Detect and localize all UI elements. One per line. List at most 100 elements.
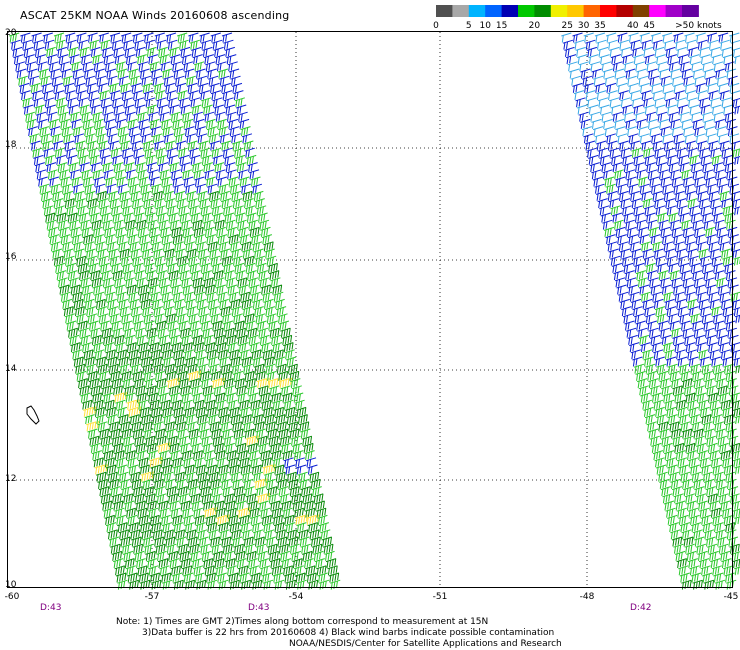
wind-barb [83, 126, 94, 137]
wind-barb [296, 579, 307, 590]
wind-barb [144, 39, 156, 50]
legend-tick-label: 40 [627, 21, 639, 31]
wind-barb [90, 46, 101, 57]
wind-barb [34, 46, 45, 57]
wind-barb [139, 579, 151, 590]
wind-barb [194, 118, 205, 129]
wind-barb [307, 579, 319, 590]
wind-barb [38, 68, 49, 79]
wind-barb [100, 39, 111, 50]
wind-barb [732, 148, 740, 158]
wind-barb [98, 32, 109, 43]
wind-barb [166, 90, 177, 101]
wind-barb [49, 68, 61, 79]
wind-barb [76, 90, 87, 101]
wind-barb [139, 126, 150, 137]
wind-barb [35, 54, 47, 65]
legend-tick-label: 0 [433, 21, 439, 31]
wind-barb [212, 97, 223, 108]
wind-barb [42, 90, 54, 101]
pass-time-1: D:43 [40, 603, 62, 613]
wind-barb [147, 111, 159, 122]
wind-barb [733, 357, 740, 367]
wind-barb [189, 97, 201, 108]
wind-barb [154, 32, 165, 43]
wind-barb [27, 126, 38, 137]
wind-barb [122, 39, 133, 50]
wind-barb [734, 465, 740, 475]
legend-tick-label: 20 [529, 21, 541, 31]
wind-speed-legend: 0 5 10 15 20 25 30 35 40 45 >50 knots [433, 5, 722, 31]
wind-barb [17, 75, 28, 86]
wind-barb [150, 579, 162, 590]
wind-barb [217, 68, 229, 79]
wind-barb [140, 133, 152, 144]
wind-barb [87, 90, 98, 101]
wind-barb [51, 133, 62, 144]
wind-barb [61, 126, 72, 137]
wind-barb [192, 54, 203, 65]
wind-barb [55, 97, 66, 108]
wind-barb [733, 256, 740, 266]
wind-barb [88, 39, 100, 50]
wind-barb [14, 61, 26, 72]
wind-barb [318, 579, 330, 590]
wind-barb [48, 118, 59, 129]
wind-barb [213, 46, 224, 57]
wind-barb [185, 75, 196, 86]
wind-barb [133, 97, 145, 108]
wind-barb [195, 579, 207, 590]
wind-barb [285, 579, 296, 590]
wind-barb [692, 579, 703, 590]
wind-barb [224, 46, 235, 57]
wind-barb [161, 68, 173, 79]
wind-barb [228, 68, 240, 79]
wind-barb [60, 68, 72, 79]
wind-barb [135, 104, 146, 115]
wind-barb [181, 54, 192, 65]
legend-swatch [518, 5, 535, 17]
wind-barb [124, 104, 135, 115]
wind-barb [93, 61, 104, 72]
wind-barb [91, 111, 103, 122]
wind-barb [42, 32, 53, 43]
wind-barb [112, 104, 124, 115]
wind-barb [703, 579, 715, 590]
wind-barb [167, 97, 178, 108]
wind-barb [129, 75, 140, 86]
legend-tick-label: 10 [479, 21, 491, 31]
wind-barb [136, 111, 147, 122]
wind-barb [69, 111, 80, 122]
wind-barb [59, 61, 70, 72]
wind-barb [173, 126, 184, 137]
wind-barb [30, 82, 41, 93]
wind-barb [46, 54, 58, 65]
wind-barb [191, 46, 202, 57]
wind-barb [45, 46, 56, 57]
wind-barb [226, 54, 237, 65]
wind-barb [138, 118, 149, 129]
wind-barb [187, 82, 198, 93]
wind-barb [157, 46, 168, 57]
wind-barb [41, 82, 52, 93]
wind-barb [172, 68, 184, 79]
wind-barb [68, 104, 79, 115]
wind-barb [158, 54, 170, 65]
wind-barb [733, 156, 740, 165]
wind-barb [226, 111, 237, 122]
wind-barb [212, 39, 223, 50]
wind-barb [210, 90, 222, 101]
wind-barb [112, 46, 123, 57]
wind-barb [199, 90, 210, 101]
wind-barb [73, 75, 84, 86]
wind-barb [25, 61, 37, 72]
wind-barb [84, 75, 96, 86]
wind-barb [107, 133, 118, 144]
wind-barb [105, 68, 117, 79]
wind-barb [196, 133, 208, 144]
wind-barb [30, 140, 41, 151]
wind-barb [117, 126, 128, 137]
lat-label-18: 18 [5, 140, 17, 150]
wind-barb [180, 104, 191, 115]
wind-barb [170, 54, 181, 65]
